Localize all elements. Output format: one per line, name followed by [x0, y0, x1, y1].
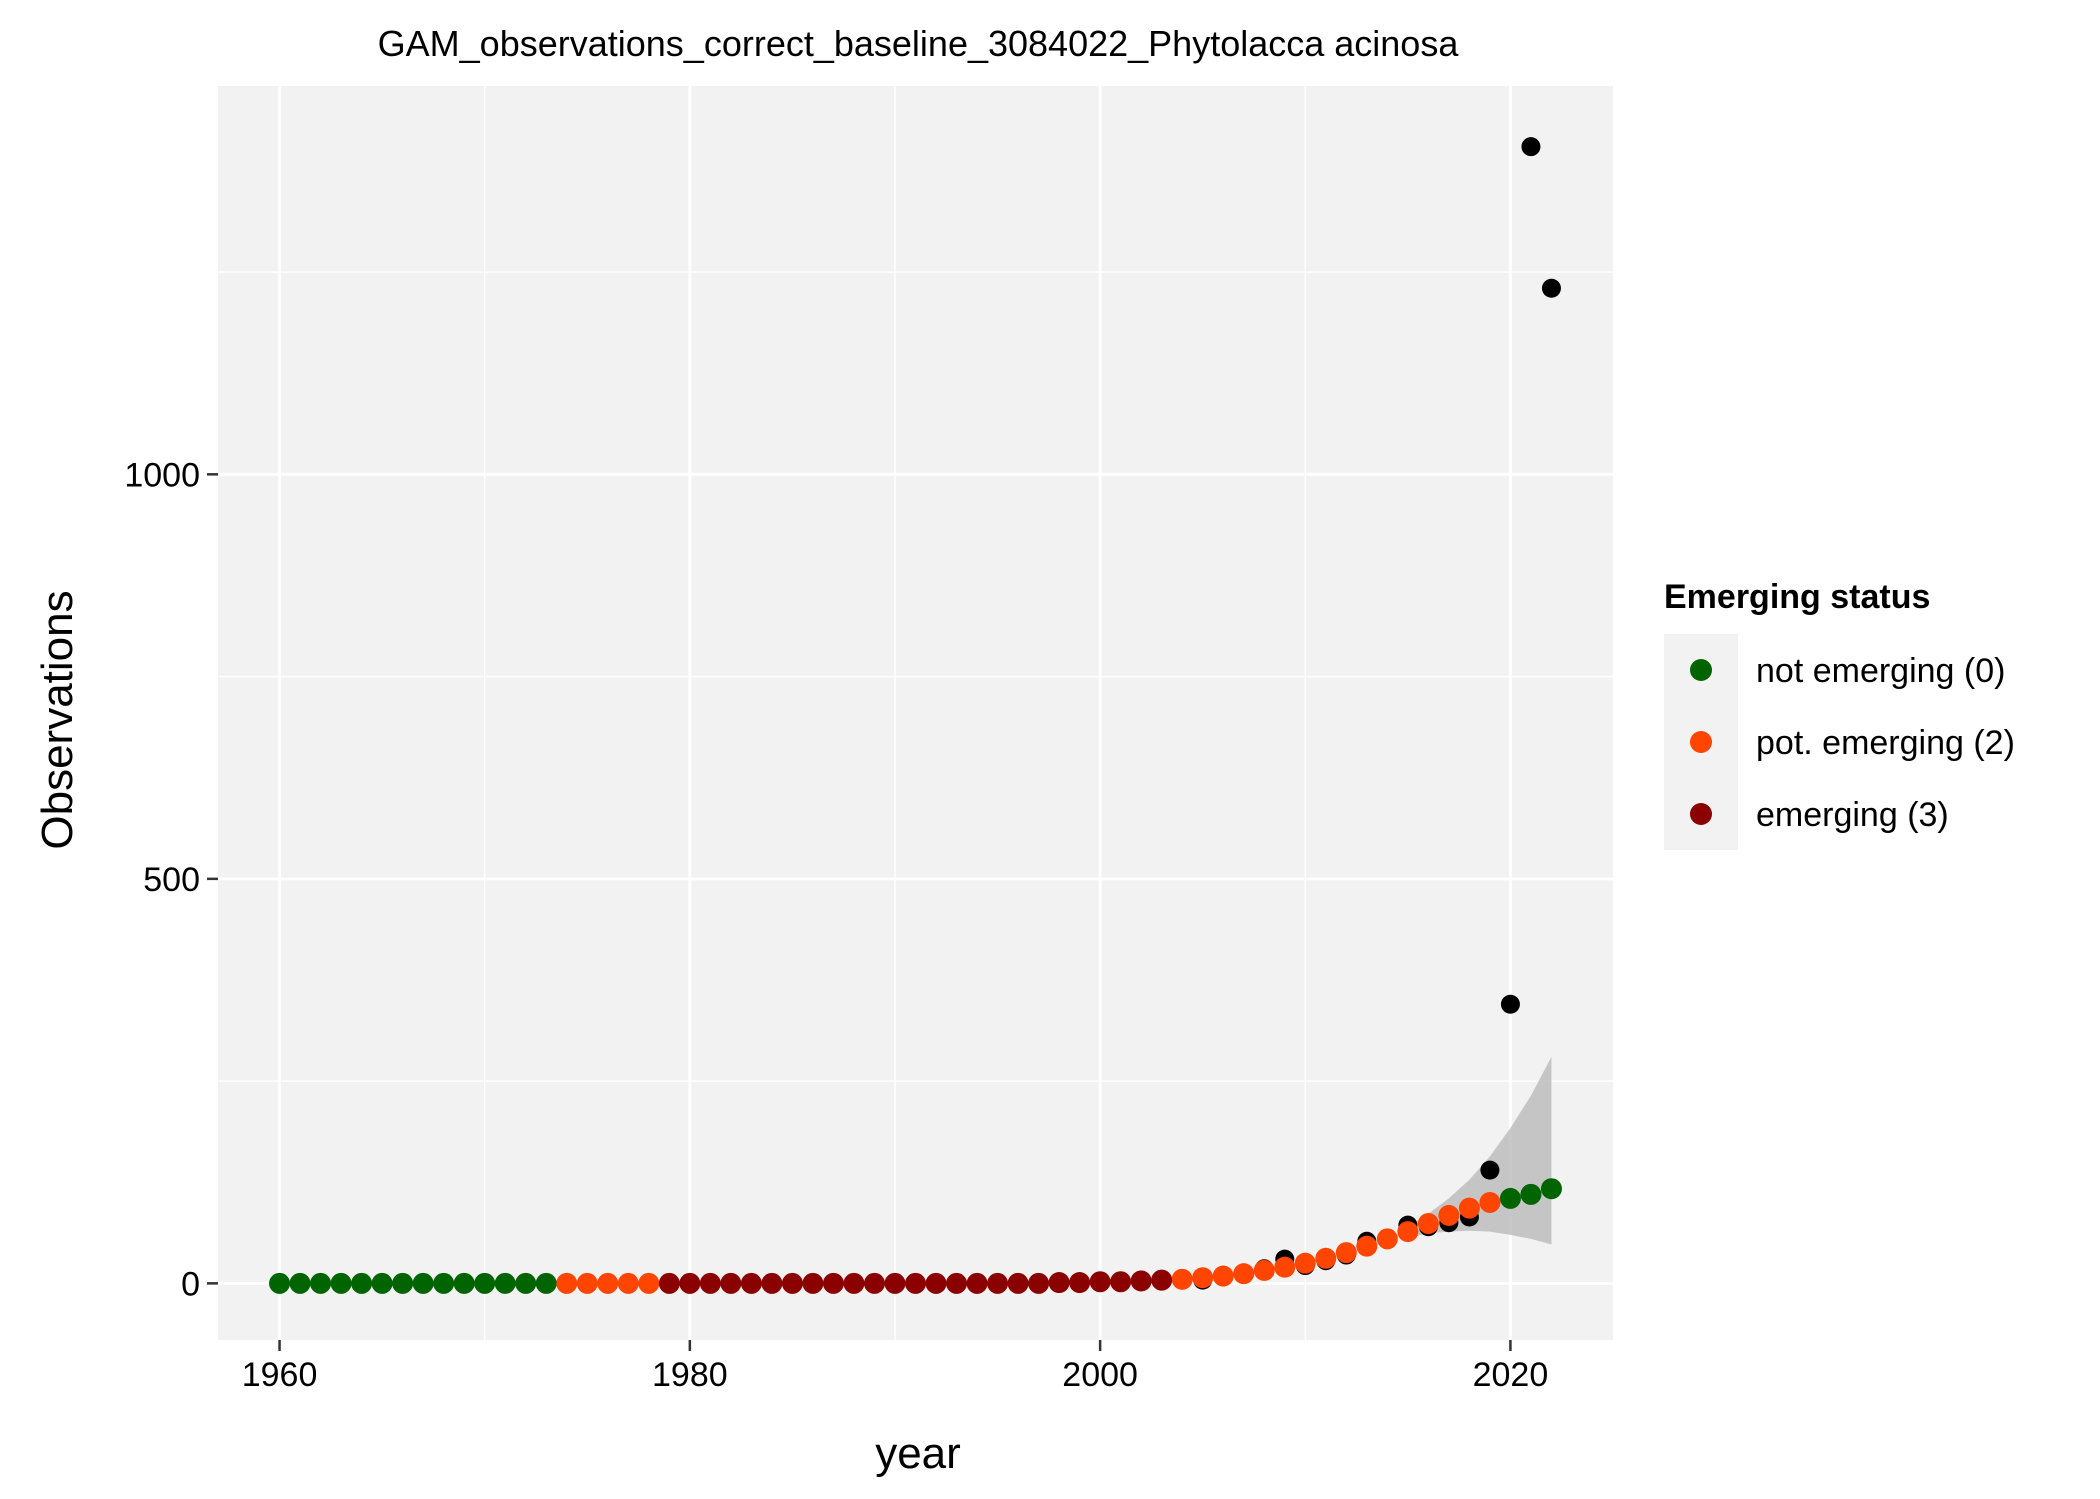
status-point-series-1	[1438, 1204, 1460, 1226]
status-point-series-1	[1171, 1268, 1193, 1290]
status-point-series-0	[515, 1272, 537, 1294]
legend: Emerging status not emerging (0) pot. eme…	[1664, 578, 2015, 850]
status-point-series-2	[1069, 1272, 1091, 1294]
status-point-series-2	[720, 1272, 742, 1294]
status-point-series-1	[1294, 1252, 1316, 1274]
status-point-series-1	[1356, 1235, 1378, 1257]
legend-title: Emerging status	[1664, 578, 1930, 616]
status-point-series-0	[412, 1272, 434, 1294]
legend-swatch	[1690, 731, 1712, 753]
status-point-series-2	[1048, 1272, 1070, 1294]
status-point-series-2	[843, 1272, 865, 1294]
plot-background	[218, 86, 1613, 1340]
plot-panel	[218, 86, 1613, 1340]
x-tick-label: 1980	[652, 1356, 728, 1394]
status-point-series-2	[1130, 1270, 1152, 1292]
status-point-series-0	[289, 1272, 311, 1294]
chart-title: GAM_observations_correct_baseline_308402…	[378, 23, 1460, 64]
legend-label: not emerging (0)	[1756, 652, 2005, 690]
status-point-series-0	[310, 1272, 332, 1294]
status-point-series-1	[617, 1272, 639, 1294]
status-point-series-2	[905, 1272, 926, 1294]
status-point-series-0	[535, 1272, 557, 1294]
status-point-series-0	[494, 1272, 516, 1294]
status-point-series-0	[330, 1272, 352, 1294]
status-point-series-1	[576, 1272, 598, 1294]
status-point-series-0	[453, 1272, 475, 1294]
status-point-series-2	[802, 1272, 824, 1294]
status-point-series-2	[822, 1272, 844, 1294]
legend-label: emerging (3)	[1756, 796, 1949, 834]
status-point-series-1	[1479, 1191, 1501, 1213]
y-tick-label: 500	[143, 861, 200, 899]
x-axis-title: year	[875, 1429, 961, 1478]
status-point-series-2	[987, 1272, 1009, 1294]
status-point-series-2	[946, 1272, 968, 1294]
y-tick-label: 0	[181, 1265, 200, 1303]
y-tick-label: 1000	[124, 456, 200, 494]
status-point-series-2	[740, 1272, 762, 1294]
status-point-series-2	[1007, 1272, 1029, 1294]
status-point-series-2	[884, 1272, 906, 1294]
status-point-series-0	[474, 1272, 496, 1294]
status-point-series-1	[1274, 1256, 1296, 1278]
status-point-series-2	[761, 1272, 783, 1294]
status-point-series-0	[1540, 1178, 1562, 1200]
status-point-series-2	[658, 1272, 680, 1294]
status-point-series-0	[269, 1272, 291, 1294]
status-point-series-0	[1499, 1187, 1521, 1209]
status-point-series-0	[371, 1272, 393, 1294]
status-point-series-2	[1110, 1271, 1132, 1293]
status-point-series-1	[1315, 1247, 1337, 1269]
status-point-series-2	[1151, 1269, 1173, 1291]
status-point-series-1	[1192, 1267, 1214, 1289]
status-point-series-2	[1089, 1271, 1111, 1293]
status-point-series-0	[1520, 1183, 1542, 1205]
status-point-series-2	[925, 1272, 947, 1294]
observed-point	[1521, 137, 1541, 157]
status-point-series-1	[1335, 1242, 1357, 1264]
status-point-series-1	[638, 1272, 660, 1294]
status-point-series-1	[1417, 1212, 1439, 1234]
status-point-series-0	[392, 1272, 414, 1294]
legend-swatch	[1690, 659, 1712, 681]
status-point-series-2	[1028, 1272, 1050, 1294]
status-point-series-1	[1212, 1265, 1234, 1287]
status-point-series-0	[433, 1272, 455, 1294]
observed-point	[1541, 278, 1561, 298]
observed-point	[1480, 1160, 1500, 1180]
status-point-series-1	[1233, 1263, 1255, 1285]
status-point-series-1	[556, 1272, 578, 1294]
status-points	[269, 1178, 1562, 1294]
observed-point	[1500, 994, 1520, 1014]
status-point-series-1	[597, 1272, 619, 1294]
legend-items: not emerging (0) pot. emerging (2) emergin…	[1690, 652, 2015, 834]
status-point-series-1	[1253, 1259, 1275, 1281]
legend-swatch	[1690, 803, 1712, 825]
status-point-series-1	[1458, 1197, 1480, 1219]
status-point-series-2	[699, 1272, 721, 1294]
x-tick-label: 1960	[242, 1356, 318, 1394]
x-tick-label: 2000	[1062, 1356, 1138, 1394]
status-point-series-1	[1397, 1221, 1419, 1243]
status-point-series-2	[863, 1272, 885, 1294]
x-axis: 1960 1980 2000 2020	[242, 1340, 1549, 1394]
status-point-series-1	[1376, 1228, 1398, 1250]
status-point-series-0	[351, 1272, 373, 1294]
status-point-series-2	[966, 1272, 988, 1294]
y-axis: 0 500 1000	[124, 456, 218, 1303]
legend-label: pot. emerging (2)	[1756, 724, 2015, 762]
status-point-series-2	[679, 1272, 701, 1294]
y-axis-title: Observations	[33, 590, 82, 849]
x-tick-label: 2020	[1473, 1356, 1549, 1394]
status-point-series-2	[781, 1272, 803, 1294]
